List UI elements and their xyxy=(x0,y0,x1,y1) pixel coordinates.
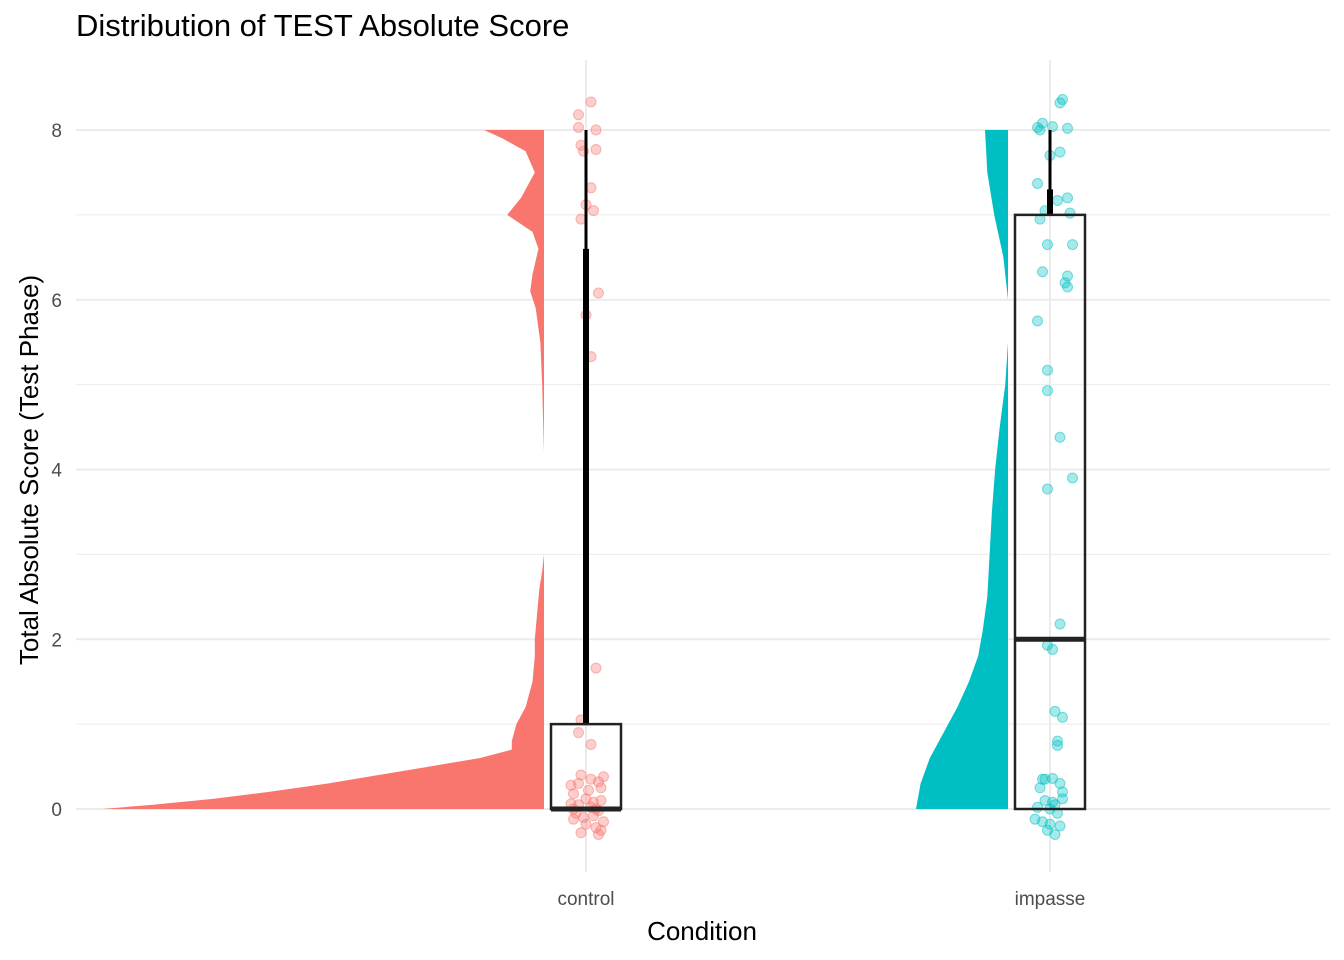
control-data-point xyxy=(585,96,597,108)
impasse-data-point xyxy=(1042,483,1053,495)
impasse-data-point xyxy=(1032,315,1043,327)
control-data-point xyxy=(590,822,602,834)
control-data-point xyxy=(575,769,587,781)
impasse-density-cloud xyxy=(916,130,1008,809)
impasse-data-point xyxy=(1032,177,1043,189)
y-tick-label: 6 xyxy=(51,291,62,312)
control-data-point xyxy=(590,144,602,156)
control-data-point xyxy=(593,287,604,299)
y-tick-label: 0 xyxy=(51,800,62,821)
impasse-data-point xyxy=(1064,207,1076,219)
control-data-point xyxy=(585,773,597,785)
impasse-data-point xyxy=(1054,146,1066,158)
impasse-data-point xyxy=(1032,801,1043,813)
axis-layer: 0 2 4 6 8 control impasse xyxy=(51,121,1085,910)
impasse-box xyxy=(1013,213,1087,811)
impasse-data-point xyxy=(1037,117,1048,129)
impasse-data-point xyxy=(1059,277,1071,289)
impasse-data-point xyxy=(1062,122,1073,134)
impasse-data-point xyxy=(1042,239,1053,251)
impasse-data-point xyxy=(1057,93,1068,105)
impasse-data-point xyxy=(1057,793,1068,805)
control-data-point xyxy=(573,727,584,739)
control-data-point xyxy=(590,124,602,136)
y-tick-label: 4 xyxy=(51,461,62,482)
impasse-data-point xyxy=(1067,472,1078,484)
impasse-data-point xyxy=(1029,813,1041,825)
impasse-data-point xyxy=(1047,121,1058,133)
control-data-point xyxy=(573,109,584,121)
impasse-data-point xyxy=(1037,773,1048,785)
x-tick-label: impasse xyxy=(1015,889,1086,910)
impasse-data-point xyxy=(1034,124,1046,136)
impasse-data-point xyxy=(1047,796,1058,808)
control-data-point xyxy=(598,771,609,783)
control-data-point xyxy=(595,782,607,794)
y-tick-label: 8 xyxy=(51,121,62,142)
control-data-point xyxy=(573,121,584,133)
control-data-point xyxy=(590,662,602,674)
boxplot-layer xyxy=(549,130,1087,812)
impasse-data-point xyxy=(1042,385,1053,397)
impasse-data-point xyxy=(1052,739,1063,751)
impasse-data-point xyxy=(1052,194,1063,206)
y-tick-label: 2 xyxy=(51,630,62,651)
chart-title: Distribution of TEST Absolute Score xyxy=(76,8,570,43)
control-data-point xyxy=(583,784,594,796)
control-data-point xyxy=(585,738,597,750)
impasse-data-point xyxy=(1062,192,1073,204)
impasse-data-point xyxy=(1054,618,1066,630)
x-tick-label: control xyxy=(557,889,614,910)
impasse-data-point xyxy=(1049,828,1061,840)
control-data-point xyxy=(575,827,587,839)
impasse-data-point xyxy=(1062,270,1073,282)
density-layer xyxy=(102,130,1008,809)
control-data-point xyxy=(598,816,609,828)
control-data-point xyxy=(595,824,607,836)
x-axis-title: Condition xyxy=(647,916,757,946)
impasse-data-point xyxy=(1052,735,1063,747)
impasse-data-point xyxy=(1049,705,1061,717)
impasse-data-point xyxy=(1044,818,1056,830)
impasse-data-point xyxy=(1054,778,1066,790)
y-axis-title: Total Absolute Score (Test Phase) xyxy=(14,275,44,665)
control-data-point xyxy=(578,811,589,823)
impasse-data-point xyxy=(1034,782,1046,794)
control-data-point xyxy=(580,818,592,830)
control-data-point xyxy=(588,205,599,217)
control-data-point xyxy=(573,778,584,790)
impasse-data-point xyxy=(1067,239,1078,251)
impasse-data-point xyxy=(1037,266,1048,278)
impasse-data-point xyxy=(1042,364,1053,376)
grid-layer xyxy=(76,60,1330,872)
impasse-data-point xyxy=(1039,773,1051,785)
control-data-point xyxy=(568,788,579,800)
impasse-data-point xyxy=(1057,711,1068,723)
impasse-data-point xyxy=(1054,431,1066,443)
